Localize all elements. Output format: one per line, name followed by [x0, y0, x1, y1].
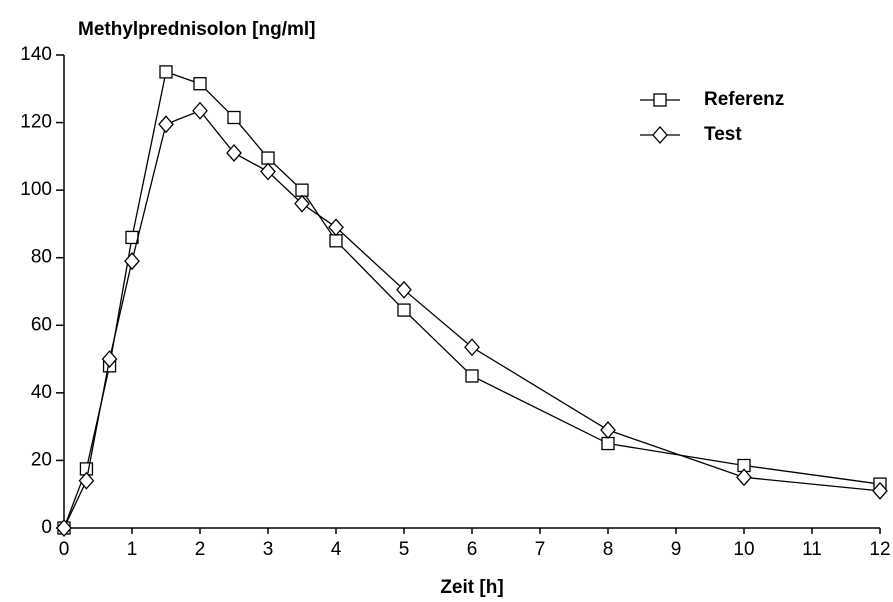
x-tick-label: 8	[603, 539, 614, 560]
data-point	[124, 252, 140, 271]
x-tick-label: 12	[869, 539, 890, 560]
data-point	[56, 519, 72, 537]
data-point	[227, 110, 241, 125]
data-point	[294, 194, 310, 213]
data-point	[872, 481, 888, 500]
data-point	[329, 234, 343, 248]
x-tick-label: 9	[671, 539, 682, 560]
data-point	[192, 101, 208, 120]
x-tick-label: 4	[331, 539, 342, 560]
legend-label: Test	[704, 124, 742, 145]
y-tick-label: 100	[20, 179, 52, 200]
data-point	[159, 65, 173, 79]
data-point	[193, 77, 207, 91]
data-point	[465, 369, 479, 383]
data-point	[101, 350, 118, 369]
x-tick-label: 0	[59, 539, 70, 560]
y-tick-label: 40	[31, 382, 52, 403]
data-point	[600, 421, 616, 440]
series-line	[63, 109, 881, 529]
data-point	[226, 143, 242, 162]
y-tick-label: 20	[31, 449, 52, 470]
data-point	[261, 151, 275, 165]
data-point	[736, 468, 752, 487]
y-tick-label: 60	[31, 314, 52, 335]
series-line	[63, 71, 881, 529]
legend-label: Referenz	[704, 89, 784, 110]
chart-title: Methylprednisolon [ng/ml]	[78, 19, 316, 40]
x-tick-label: 2	[195, 539, 206, 560]
legend-marker	[652, 126, 668, 144]
data-point	[397, 303, 411, 317]
data-point	[260, 162, 276, 181]
data-point	[396, 280, 412, 299]
y-tick-label: 80	[31, 247, 52, 268]
x-tick-label: 10	[733, 539, 754, 560]
x-tick-label: 5	[399, 539, 410, 560]
data-point	[328, 218, 344, 237]
y-tick-label: 0	[41, 517, 52, 538]
data-point	[295, 183, 309, 197]
x-tick-label: 7	[535, 539, 546, 560]
x-tick-label: 3	[263, 539, 274, 560]
x-axis-label: Zeit [h]	[440, 577, 503, 598]
x-tick-label: 11	[802, 539, 822, 560]
y-tick-label: 140	[20, 44, 52, 65]
data-point	[158, 115, 174, 134]
data-point	[464, 338, 480, 357]
x-tick-label: 1	[127, 539, 138, 560]
data-point	[78, 471, 95, 490]
y-tick-label: 120	[20, 112, 52, 133]
data-point	[601, 436, 615, 451]
x-tick-label: 6	[467, 539, 478, 560]
legend-marker	[653, 93, 667, 107]
